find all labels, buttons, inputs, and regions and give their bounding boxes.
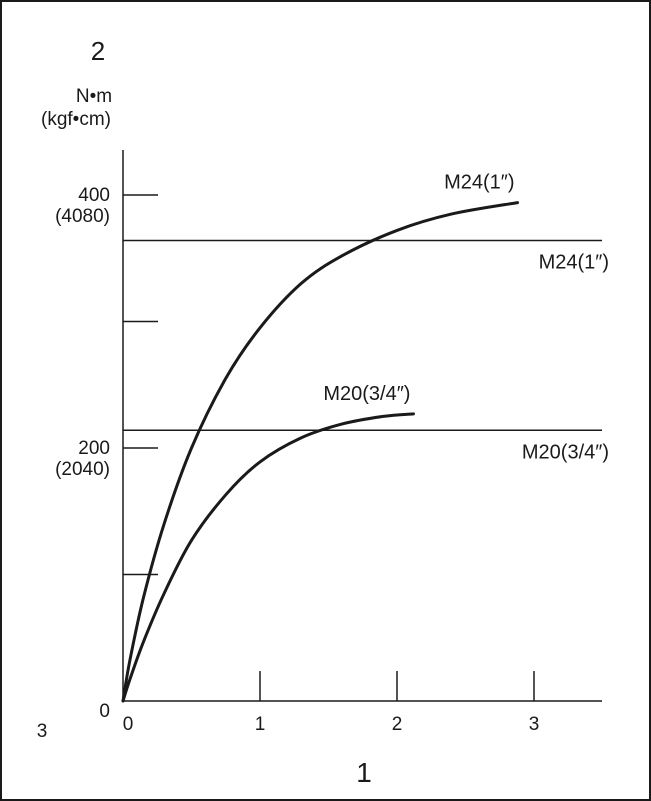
data-curves: M24(1″) M20(3/4″) (121, 172, 520, 703)
series-curve (121, 201, 520, 703)
reference-line-label: M24(1″) (539, 252, 609, 274)
y-axis-unit: N•m (76, 86, 112, 107)
tick-labels: 0 200(2040) 400(4080) 0 1 2 3 (55, 185, 539, 735)
x-tick-label: 0 (123, 714, 134, 735)
reference-line-label: M20(3/4″) (522, 441, 609, 463)
y-axis-marker: 2 (91, 36, 105, 66)
series-label: M24(1″) (444, 172, 514, 194)
y-axis-unit-alt: (kgf•cm) (41, 109, 111, 130)
origin-marker: 3 (37, 721, 48, 742)
axes (122, 150, 602, 702)
y-tick-label: 0 (99, 701, 110, 722)
y-tick-label: 200 (78, 438, 110, 459)
chart-text: 2 N•m (kgf•cm) 1 3 (37, 36, 372, 788)
series-curve (121, 412, 415, 703)
x-tick-label: 3 (529, 714, 540, 735)
series-label: M20(3/4″) (323, 383, 410, 405)
reference-lines: M24(1″) M20(3/4″) (123, 239, 609, 463)
tick-marks (123, 194, 535, 701)
y-tick-label: 400 (78, 185, 110, 206)
y-tick-label: (4080) (55, 206, 110, 227)
x-tick-label: 2 (392, 714, 403, 735)
x-tick-label: 1 (255, 714, 266, 735)
y-tick-label: (2040) (55, 459, 110, 480)
x-axis-marker: 1 (356, 757, 372, 788)
